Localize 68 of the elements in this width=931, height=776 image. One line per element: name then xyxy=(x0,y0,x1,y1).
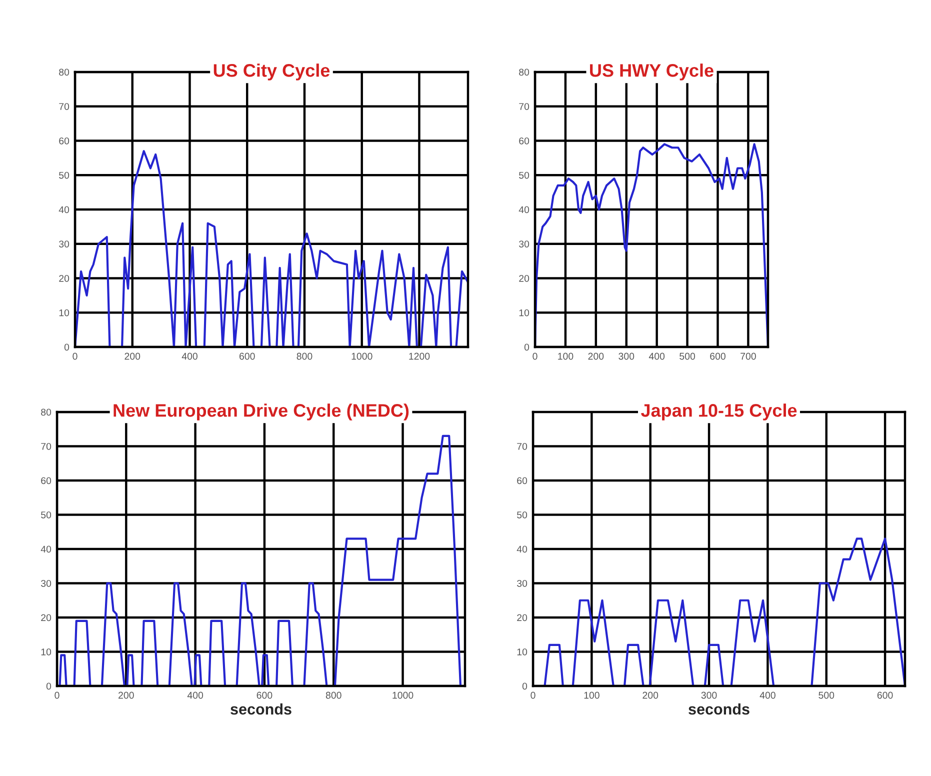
y-tick-label: 20 xyxy=(41,614,52,622)
y-tick-label: 10 xyxy=(59,309,70,316)
y-tick-label: 30 xyxy=(519,240,530,248)
y-tick-label: 40 xyxy=(40,546,52,553)
chart-title: New European Drive Cycle (NEDC) xyxy=(114,404,409,420)
x-tick-label: 100 xyxy=(584,692,600,699)
chart-title: US HWY Cycle xyxy=(590,64,714,80)
y-tick-label: 50 xyxy=(41,511,52,518)
y-tick-label: 70 xyxy=(517,442,528,450)
y-tick-label: 50 xyxy=(519,172,530,179)
x-tick-label: 200 xyxy=(124,352,140,360)
y-tick-label: 70 xyxy=(59,103,70,110)
x-tick-label: 400 xyxy=(187,692,204,699)
y-tick-label: 60 xyxy=(59,137,70,144)
y-tick-label: 70 xyxy=(41,442,52,450)
y-tick-label: 80 xyxy=(41,408,52,416)
y-tick-label: 10 xyxy=(519,309,530,316)
x-tick-label: 500 xyxy=(818,692,834,699)
y-tick-label: 10 xyxy=(517,648,528,656)
y-tick-label: 40 xyxy=(518,206,530,214)
y-tick-label: 30 xyxy=(41,580,52,587)
y-tick-label: 0 xyxy=(64,344,70,351)
y-tick-label: 0 xyxy=(522,682,528,690)
x-tick-label: 700 xyxy=(740,352,756,360)
y-tick-label: 20 xyxy=(517,614,528,622)
x-tick-label: 400 xyxy=(648,352,665,360)
y-tick-label: 50 xyxy=(517,511,528,518)
x-tick-label: 1000 xyxy=(352,352,372,360)
x-tick-label: 800 xyxy=(296,352,312,360)
y-tick-label: 20 xyxy=(519,274,530,282)
x-tick-label: 800 xyxy=(326,692,342,699)
y-tick-label: 70 xyxy=(519,103,530,110)
y-tick-label: 80 xyxy=(519,68,530,76)
x-axis-title: seconds xyxy=(230,703,292,715)
y-tick-label: 0 xyxy=(524,344,530,351)
x-tick-label: 600 xyxy=(256,692,272,699)
y-tick-label: 30 xyxy=(59,240,70,248)
x-tick-label: 0 xyxy=(530,692,536,699)
x-tick-label: 100 xyxy=(558,352,574,360)
x-tick-label: 200 xyxy=(642,692,658,699)
y-tick-label: 60 xyxy=(41,477,52,484)
x-tick-label: 200 xyxy=(588,352,604,360)
x-tick-label: 0 xyxy=(72,352,78,360)
y-tick-label: 60 xyxy=(519,137,530,144)
y-tick-label: 30 xyxy=(517,580,528,587)
x-tick-label: 500 xyxy=(680,352,696,360)
x-tick-label: 400 xyxy=(760,692,776,699)
x-tick-label: 600 xyxy=(877,692,893,699)
x-tick-label: 300 xyxy=(618,352,634,360)
y-tick-label: 50 xyxy=(59,172,70,179)
y-tick-label: 40 xyxy=(516,546,528,553)
x-tick-label: 600 xyxy=(240,352,255,360)
y-tick-label: 10 xyxy=(41,648,52,656)
x-tick-label: 400 xyxy=(182,352,198,360)
y-tick-label: 40 xyxy=(58,206,70,214)
y-tick-label: 20 xyxy=(59,274,70,282)
chart-title: US City Cycle xyxy=(214,64,330,80)
x-axis-title: seconds xyxy=(688,703,750,715)
x-tick-label: 200 xyxy=(118,692,134,699)
x-tick-label: 300 xyxy=(701,692,717,699)
x-tick-label: 600 xyxy=(710,352,726,360)
y-tick-label: 80 xyxy=(59,68,70,76)
x-tick-label: 1200 xyxy=(409,352,430,360)
x-tick-label: 1000 xyxy=(392,692,414,699)
chart-title: Japan 10-15 Cycle xyxy=(640,404,797,420)
y-tick-label: 60 xyxy=(517,477,528,484)
x-tick-label: 0 xyxy=(532,352,538,360)
y-tick-label: 0 xyxy=(46,682,52,690)
